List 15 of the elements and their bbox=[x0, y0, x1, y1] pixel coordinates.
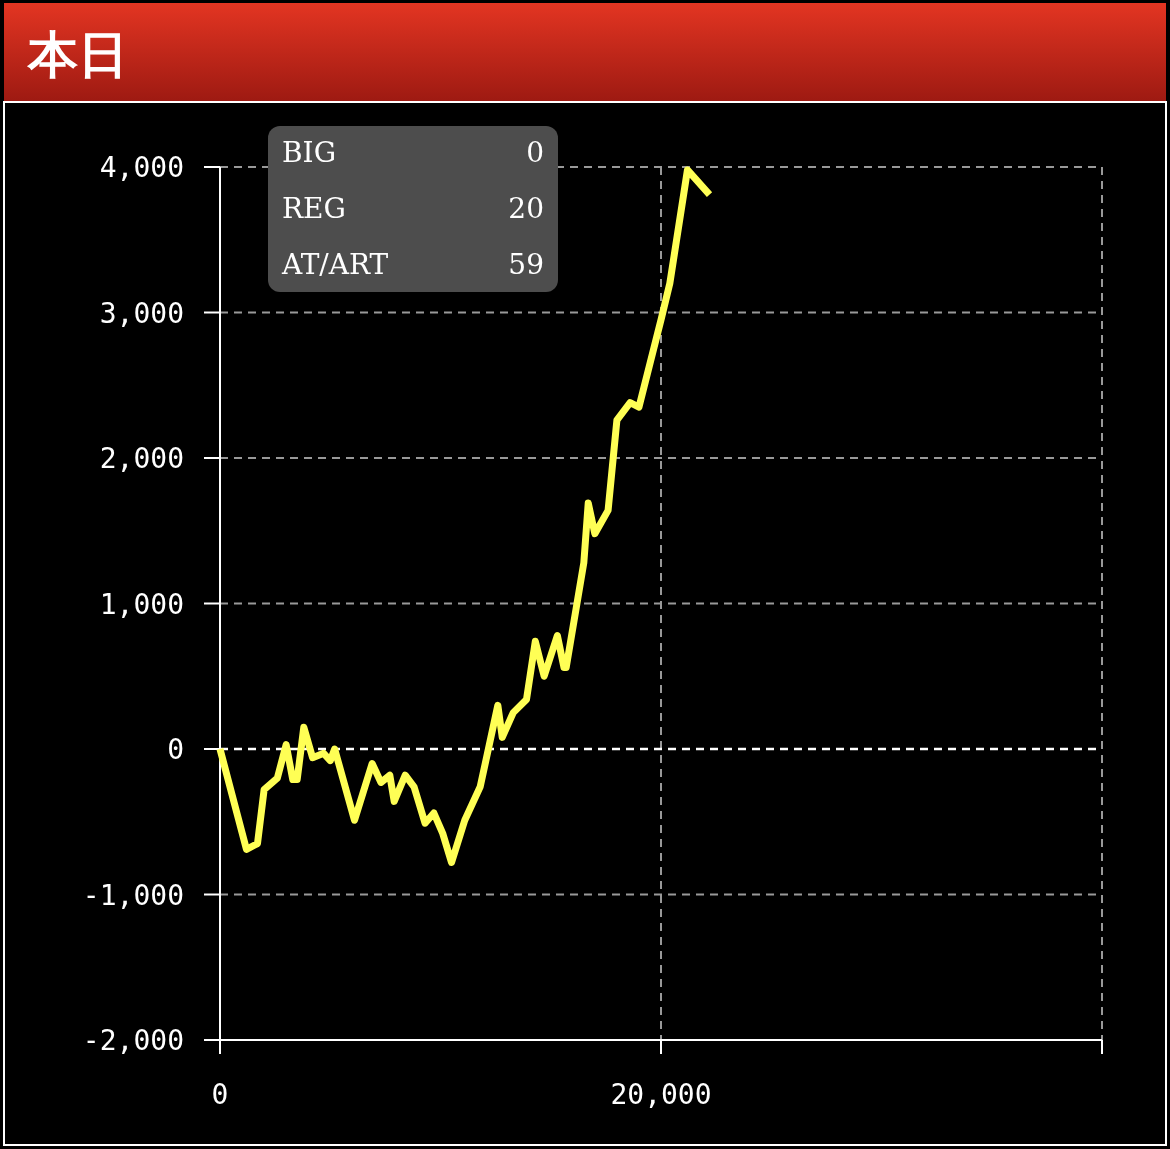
annotation: AT/ART bbox=[281, 248, 389, 281]
x-tick-label: 20,000 bbox=[610, 1078, 712, 1111]
annotation: 0 bbox=[526, 136, 544, 169]
chart-title: 本日 bbox=[26, 25, 128, 84]
annotation: BIG bbox=[282, 136, 337, 169]
y-tick-label: -1,000 bbox=[82, 878, 184, 912]
y-tick-label: -2,000 bbox=[82, 1024, 184, 1057]
annotation: 20 bbox=[508, 192, 544, 225]
y-tick-label: 2,000 bbox=[99, 442, 184, 475]
y-tick-label: 0 bbox=[167, 733, 184, 766]
annotation: 59 bbox=[508, 248, 544, 281]
y-tick-label: 1,000 bbox=[99, 587, 184, 621]
y-tick-label: 4,000 bbox=[99, 151, 184, 184]
y-tick-label: 3,000 bbox=[99, 296, 184, 330]
annotation: REG bbox=[282, 192, 346, 225]
